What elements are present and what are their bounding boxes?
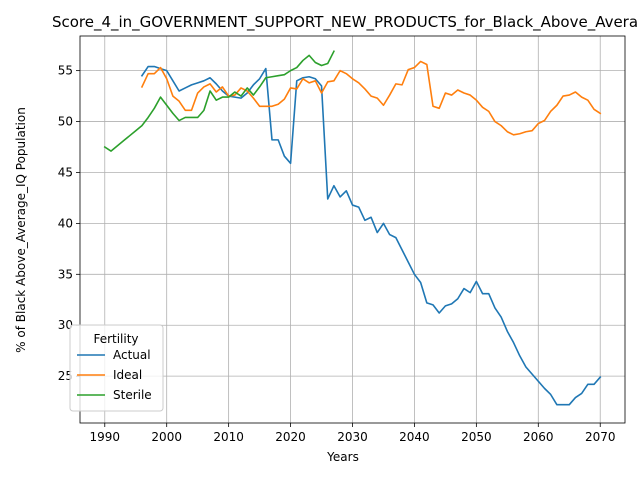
legend-box — [69, 324, 164, 412]
chart-title: Score_4_in_GOVERNMENT_SUPPORT_NEW_PRODUC… — [52, 13, 638, 32]
y-tick-label: 25 — [58, 369, 73, 383]
x-tick-label: 2040 — [399, 430, 430, 444]
y-tick-label: 55 — [58, 64, 73, 78]
x-tick-label: 2000 — [151, 430, 182, 444]
legend-entries: Actual Ideal Sterile — [77, 348, 152, 402]
x-tick-label: 2030 — [337, 430, 368, 444]
y-tick-label: 40 — [58, 216, 73, 230]
x-tick-label: 2060 — [523, 430, 554, 444]
y-axis: 25 30 35 40 45 50 55 — [58, 64, 80, 383]
series-line-ideal — [140, 60, 602, 136]
x-axis-label: Years — [326, 450, 359, 464]
x-tick-label: 1990 — [89, 430, 120, 444]
legend-label-sterile: Sterile — [113, 388, 152, 402]
x-axis: 1990 2000 2010 2020 2030 2040 2050 2060 2070 — [89, 423, 616, 444]
y-tick-label: 30 — [58, 318, 73, 332]
legend-label-actual: Actual — [113, 348, 151, 362]
y-tick-label: 45 — [58, 165, 73, 179]
y-axis-label: % of Black Above_Average_IQ Population — [14, 107, 28, 353]
legend: Fertility Actual Ideal Sterile — [69, 324, 164, 412]
legend-title: Fertility — [93, 332, 138, 346]
x-tick-label: 2010 — [213, 430, 244, 444]
x-tick-label: 2050 — [461, 430, 492, 444]
x-tick-label: 2020 — [275, 430, 306, 444]
y-tick-label: 35 — [58, 267, 73, 281]
y-tick-label: 50 — [58, 115, 73, 129]
legend-label-ideal: Ideal — [113, 368, 142, 382]
series-layer — [103, 50, 602, 406]
series-line-actual — [140, 65, 602, 406]
series-line-sterile — [103, 50, 335, 152]
x-tick-label: 2070 — [585, 430, 616, 444]
